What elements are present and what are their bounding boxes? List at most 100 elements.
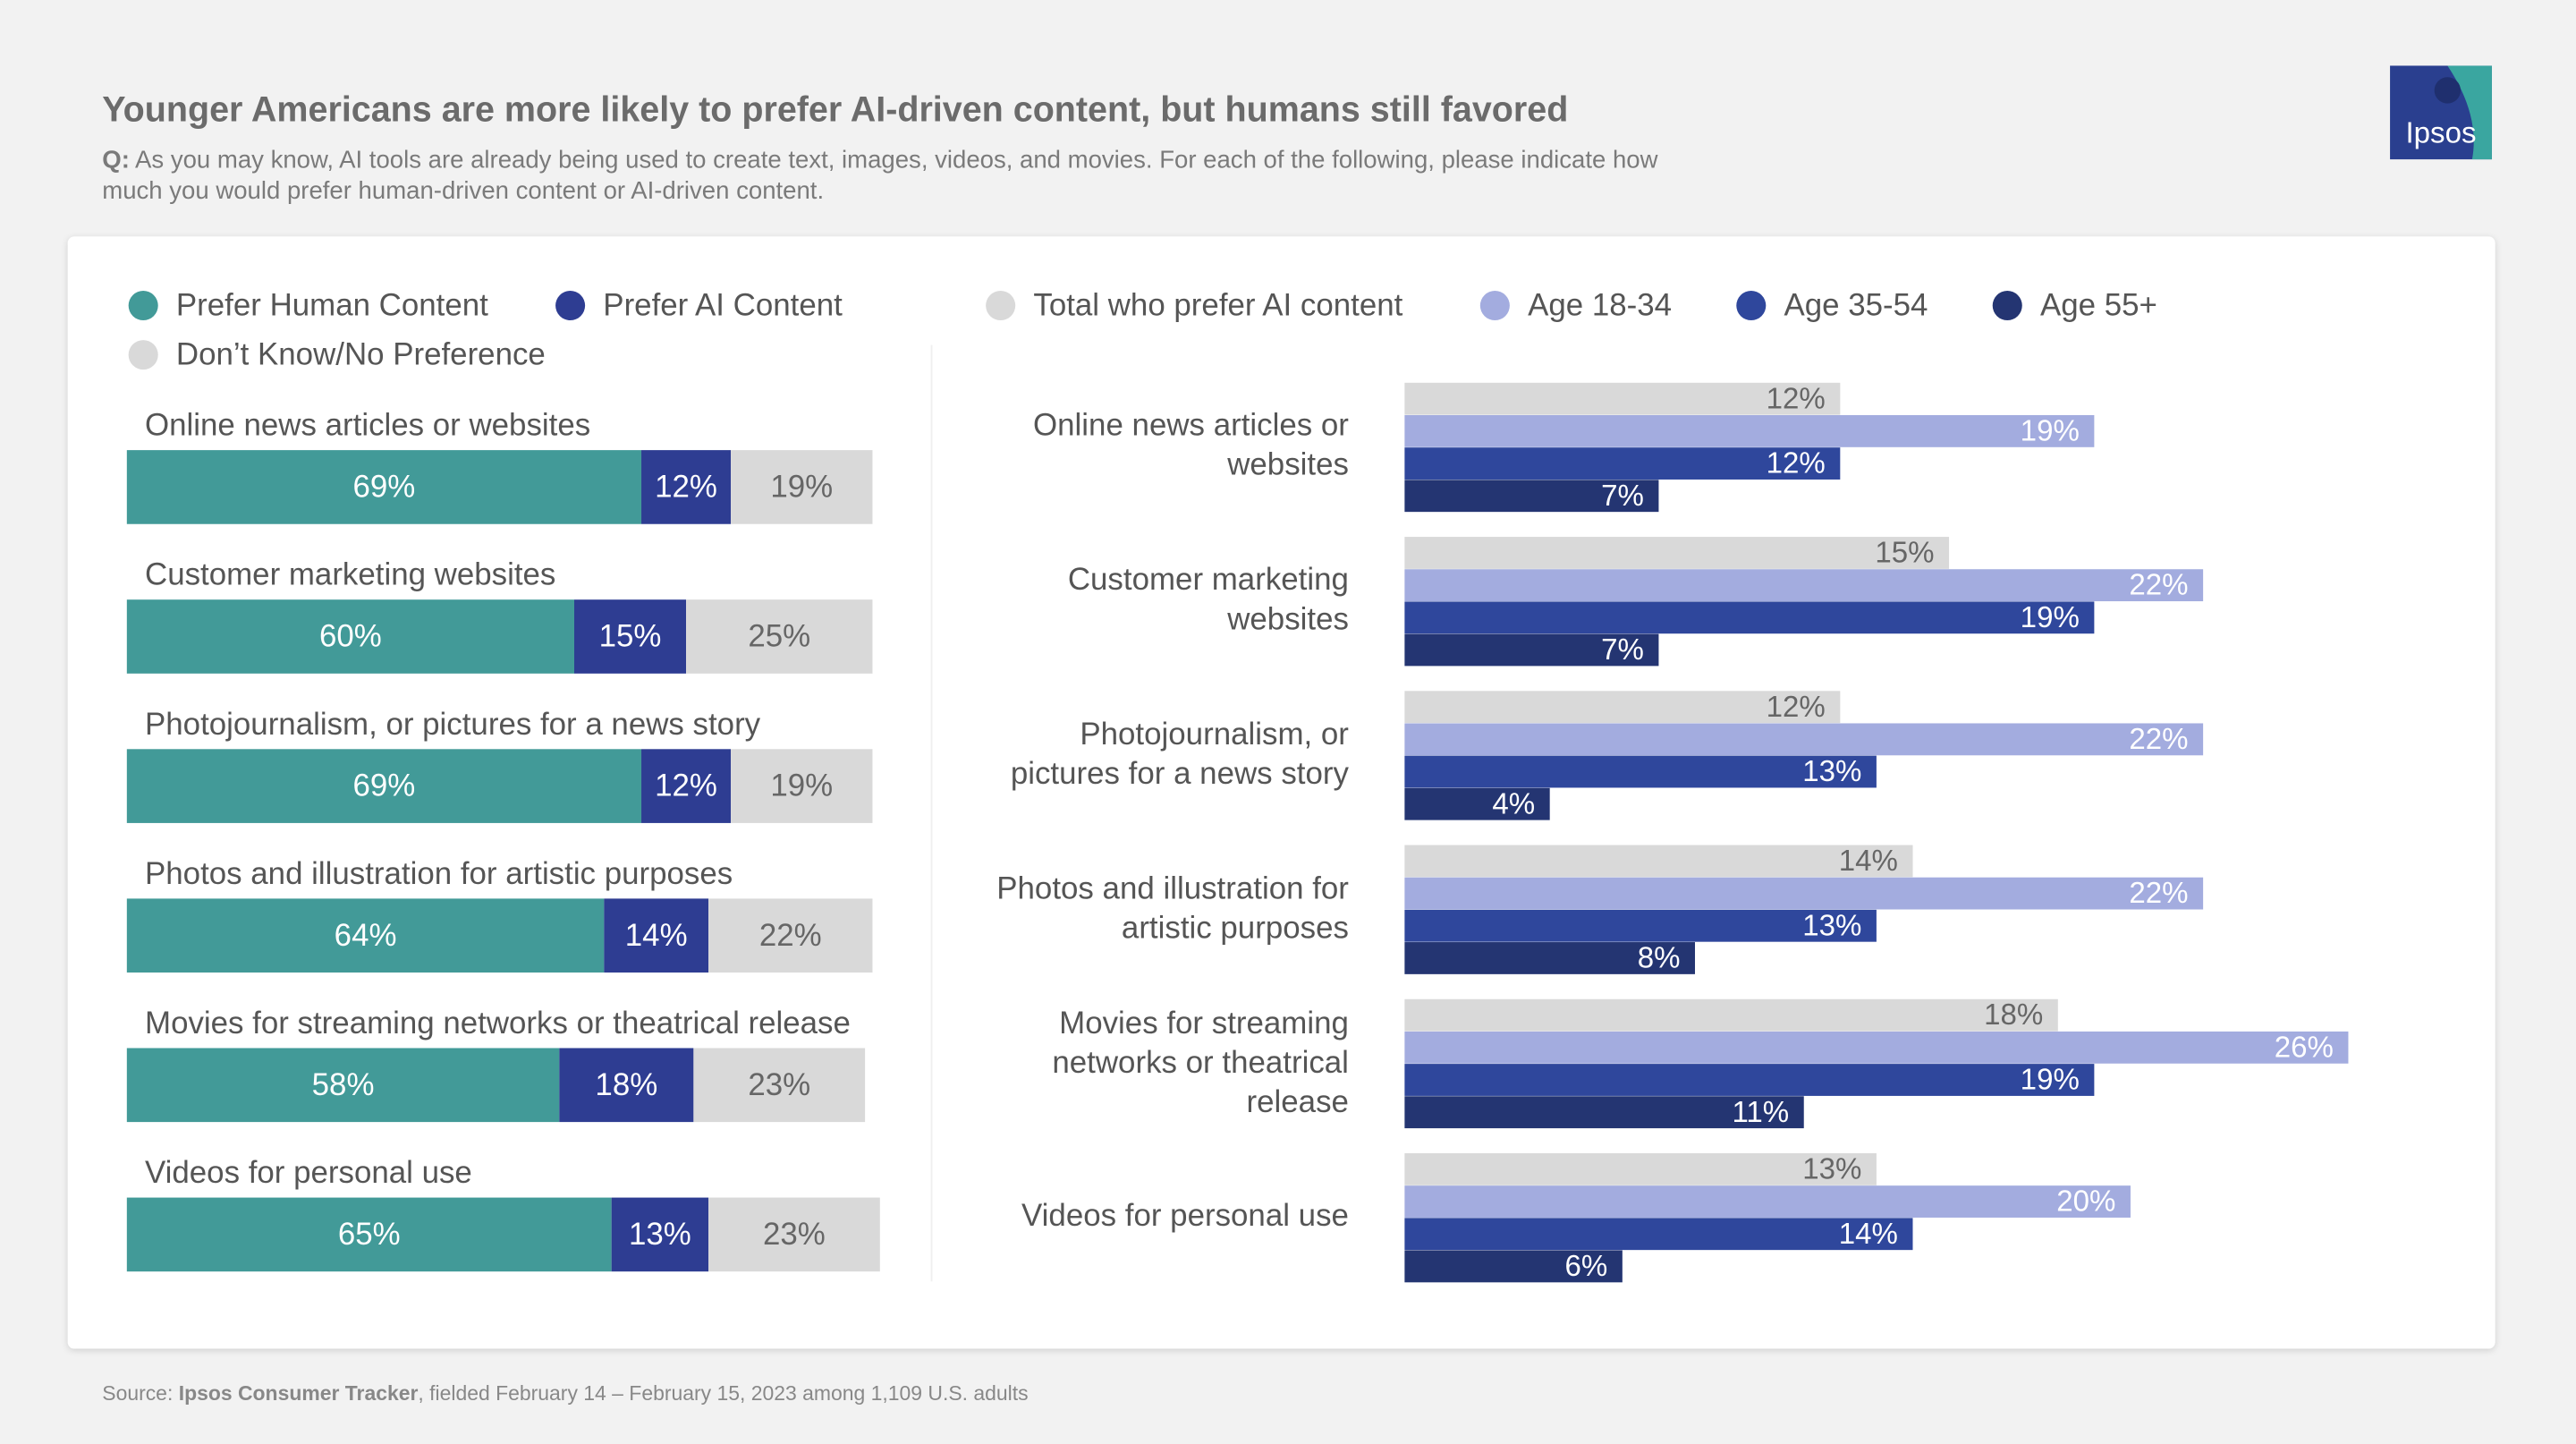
value-label: 6% xyxy=(1565,1250,1608,1283)
category-label: Photos and illustration for artistic pur… xyxy=(145,856,733,891)
legend-label: Age 35-54 xyxy=(1784,288,1928,323)
category-label-box: Customer marketing websites xyxy=(1068,564,1349,638)
bar xyxy=(1404,569,2204,602)
value-label: 12% xyxy=(1767,691,1826,724)
subtitle-box: Q: As you may know, AI tools are already… xyxy=(102,145,1679,208)
value-label: 13% xyxy=(1802,1152,1861,1185)
value-label: 69% xyxy=(353,469,416,504)
value-label: 19% xyxy=(2021,414,2080,447)
category-label-box: Videos for personal use xyxy=(1021,1200,1349,1235)
bar-segment xyxy=(126,898,605,973)
value-label: 23% xyxy=(748,1067,810,1102)
legend-label: Don’t Know/No Preference xyxy=(176,337,546,372)
value-label: 23% xyxy=(763,1217,826,1252)
value-label: 18% xyxy=(595,1067,657,1102)
legend-swatch xyxy=(128,340,158,370)
legend-swatch xyxy=(1736,291,1767,321)
value-label: 14% xyxy=(1839,845,1898,878)
value-label: 7% xyxy=(1601,633,1644,667)
source-name: Ipsos Consumer Tracker xyxy=(179,1381,419,1405)
subtitle-text: As you may know, AI tools are already be… xyxy=(102,146,1658,206)
bar xyxy=(1404,480,1659,513)
value-label: 12% xyxy=(1767,447,1826,480)
bar-segment xyxy=(708,898,873,973)
category-label-box: Online news articles or websites xyxy=(1033,409,1349,484)
legend-swatch xyxy=(1479,291,1510,321)
value-label: 22% xyxy=(2129,723,2188,756)
value-label: 7% xyxy=(1601,480,1644,513)
bar-segment xyxy=(126,1197,612,1272)
value-label: 11% xyxy=(1733,1096,1790,1129)
value-label: 13% xyxy=(1802,909,1861,942)
value-label: 19% xyxy=(2021,1064,2080,1097)
legend-label: Age 18-34 xyxy=(1528,288,1672,323)
legend-swatch xyxy=(555,291,586,321)
logo-head xyxy=(2434,77,2462,104)
value-label: 58% xyxy=(312,1067,375,1102)
bar-segment xyxy=(611,1197,709,1272)
bar xyxy=(1404,877,2204,910)
value-label: 15% xyxy=(1875,537,1934,570)
value-label: 8% xyxy=(1638,942,1681,975)
value-label: 64% xyxy=(335,918,397,953)
bar xyxy=(1404,382,1841,415)
bar-segment xyxy=(126,450,642,524)
value-label: 19% xyxy=(2021,601,2080,634)
legend-label: Age 55+ xyxy=(2040,288,2157,323)
value-label: 12% xyxy=(655,769,717,803)
value-label: 22% xyxy=(759,918,822,953)
bar xyxy=(1404,415,2095,447)
value-label: 69% xyxy=(353,769,416,803)
category-label: Movies for streaming networks or theatri… xyxy=(1052,1006,1349,1120)
logo-accent xyxy=(2447,65,2492,160)
bar-segment xyxy=(126,599,574,674)
bar-segment xyxy=(708,1197,880,1272)
bar xyxy=(1404,909,1877,942)
bar xyxy=(1404,691,1841,724)
bar-segment xyxy=(559,1048,694,1123)
value-label: 20% xyxy=(2056,1185,2115,1219)
category-label: Online news articles or websites xyxy=(145,408,590,443)
bar xyxy=(1404,755,1877,788)
logo: Ipsos xyxy=(2390,65,2492,160)
bar xyxy=(1404,1185,2131,1218)
value-label: 15% xyxy=(599,619,662,654)
logo-text: Ipsos xyxy=(2405,116,2476,149)
category-label-box: Photos and illustration for artistic pur… xyxy=(996,872,1349,947)
title: Younger Americans are more likely to pre… xyxy=(102,89,1568,129)
bar xyxy=(1404,1064,2095,1096)
legend-swatch xyxy=(986,291,1016,321)
bar-segment xyxy=(731,749,873,823)
bar-segment xyxy=(126,749,642,823)
value-label: 60% xyxy=(319,619,382,654)
category-label: Online news articles or websites xyxy=(1033,409,1349,484)
bar xyxy=(1404,447,1841,480)
bar-segment xyxy=(641,749,732,823)
bar xyxy=(1404,1218,1913,1251)
bar-segment xyxy=(641,450,732,524)
value-label: 12% xyxy=(1767,382,1826,415)
value-label: 12% xyxy=(655,469,717,504)
bar xyxy=(1404,1031,2349,1064)
bar xyxy=(1404,787,1550,820)
subtitle: Q: As you may know, AI tools are already… xyxy=(102,145,1679,208)
source-text: , fielded February 14 – February 15, 202… xyxy=(418,1381,1028,1405)
bar-segment xyxy=(693,1048,866,1123)
value-label: 13% xyxy=(629,1217,691,1252)
legend-swatch xyxy=(1992,291,2022,321)
value-label: 18% xyxy=(1984,998,2043,1032)
category-label: Videos for personal use xyxy=(1021,1200,1349,1235)
value-label: 4% xyxy=(1492,787,1535,820)
legend-label: Prefer Human Content xyxy=(176,288,488,323)
bar xyxy=(1404,723,2204,756)
value-label: 19% xyxy=(770,769,833,803)
value-label: 19% xyxy=(770,469,833,504)
category-label: Videos for personal use xyxy=(145,1155,472,1190)
category-label: Customer marketing websites xyxy=(145,557,555,592)
bar xyxy=(1404,537,1950,569)
value-label: 22% xyxy=(2129,877,2188,910)
value-label: 13% xyxy=(1802,755,1861,788)
legend-label: Prefer AI Content xyxy=(603,288,843,323)
category-label: Photojournalism, or pictures for a news … xyxy=(145,707,761,742)
